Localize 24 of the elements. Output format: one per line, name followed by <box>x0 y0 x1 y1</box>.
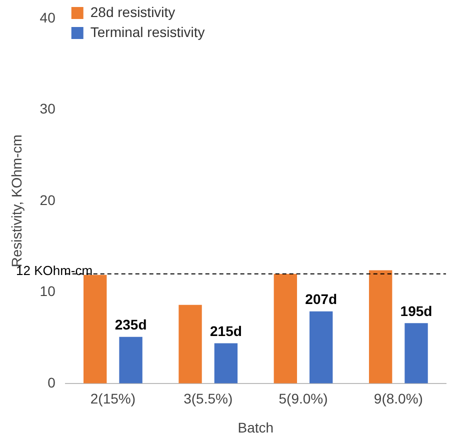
y-tick-label: 40 <box>40 9 56 26</box>
bar <box>404 323 428 384</box>
x-axis-title: Batch <box>238 419 274 436</box>
legend-label: Terminal resistivity <box>90 24 205 40</box>
x-tick-label: 2(15%) <box>90 390 136 407</box>
y-tick-label: 20 <box>40 192 56 208</box>
x-tick-label: 9(8.0%) <box>374 390 423 407</box>
x-tick-label: 3(5.5%) <box>184 390 233 407</box>
legend-label: 28d resistivity <box>90 4 176 20</box>
annotation: 195d <box>400 303 432 320</box>
bar <box>368 270 392 384</box>
annotation: 207d <box>305 291 338 308</box>
y-tick-label: 30 <box>40 100 56 117</box>
bar <box>84 274 107 384</box>
bar <box>178 304 202 384</box>
annotation: 235d <box>114 316 147 333</box>
bar <box>214 343 238 384</box>
annotation: 215d <box>210 323 242 340</box>
y-tick-label: 0 <box>48 374 56 390</box>
bar <box>274 274 298 384</box>
bar <box>310 311 333 384</box>
x-tick-label: 5(9.0%) <box>278 390 328 407</box>
bar <box>119 336 142 384</box>
y-tick-label: 10 <box>40 283 56 300</box>
